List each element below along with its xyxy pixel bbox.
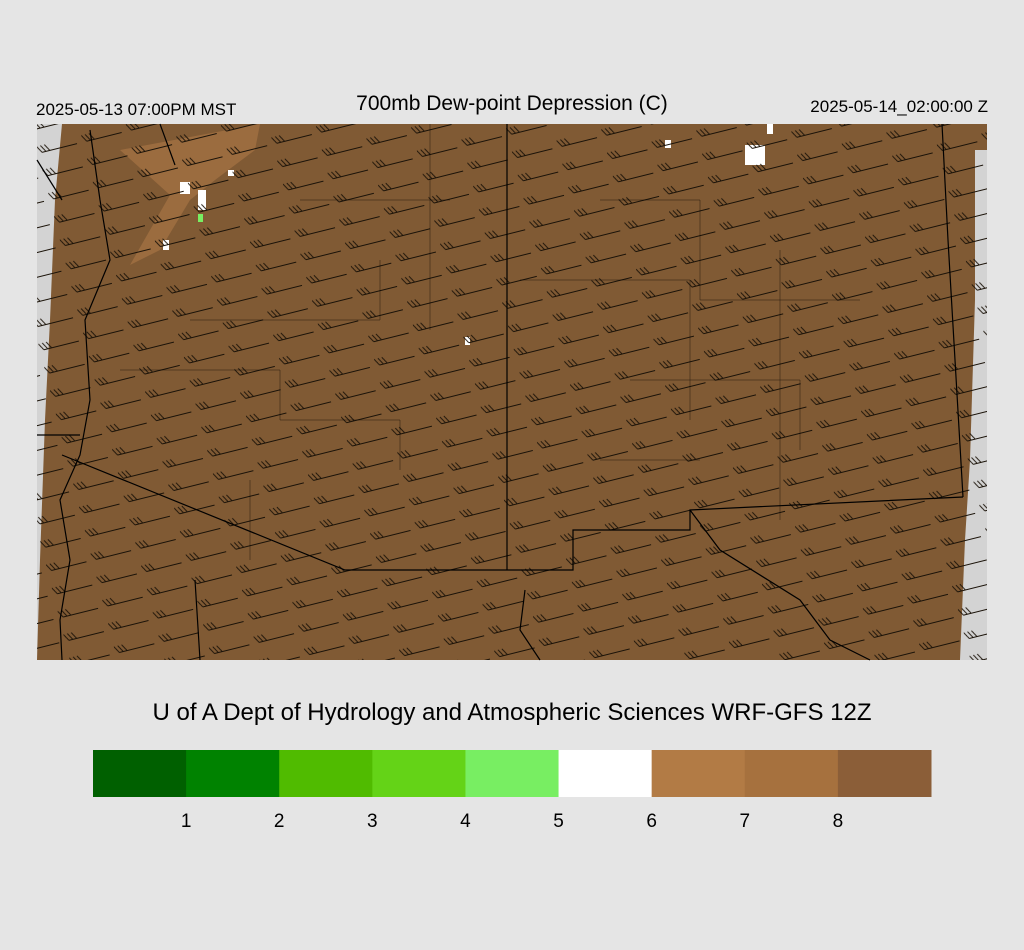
colorbar-label: 6	[646, 811, 657, 832]
colorbar-box	[186, 750, 280, 797]
valid-time-utc: 2025-05-14_02:00:00 Z	[810, 97, 988, 116]
colorbar-label: 4	[460, 811, 471, 832]
colorbar-box	[558, 750, 653, 797]
colorbar-label: 7	[739, 811, 750, 832]
colorbar-box	[279, 750, 373, 797]
colorbar-label: 5	[553, 811, 564, 832]
colorbar-box	[837, 750, 932, 797]
colorbar-label: 3	[367, 811, 378, 832]
map-title: 700mb Dew-point Depression (C)	[356, 92, 668, 115]
colorbar-label: 1	[181, 811, 192, 832]
colorbar-box	[744, 750, 839, 797]
state-borders	[36, 123, 964, 661]
colorbar: 1 2 3 4 5 6 7 8	[93, 750, 932, 832]
wind-barbs	[37, 124, 987, 660]
colorbar-label: 8	[833, 811, 844, 832]
county-lines	[120, 124, 860, 560]
colorbar-box	[465, 750, 560, 797]
valid-time-local: 2025-05-13 07:00PM MST	[36, 100, 236, 119]
colorbar-box	[651, 750, 746, 797]
colorbar-box	[93, 750, 187, 797]
credit: U of A Dept of Hydrology and Atmospheric…	[153, 699, 872, 726]
colorbar-box	[372, 750, 466, 797]
colorbar-label: 2	[274, 811, 285, 832]
